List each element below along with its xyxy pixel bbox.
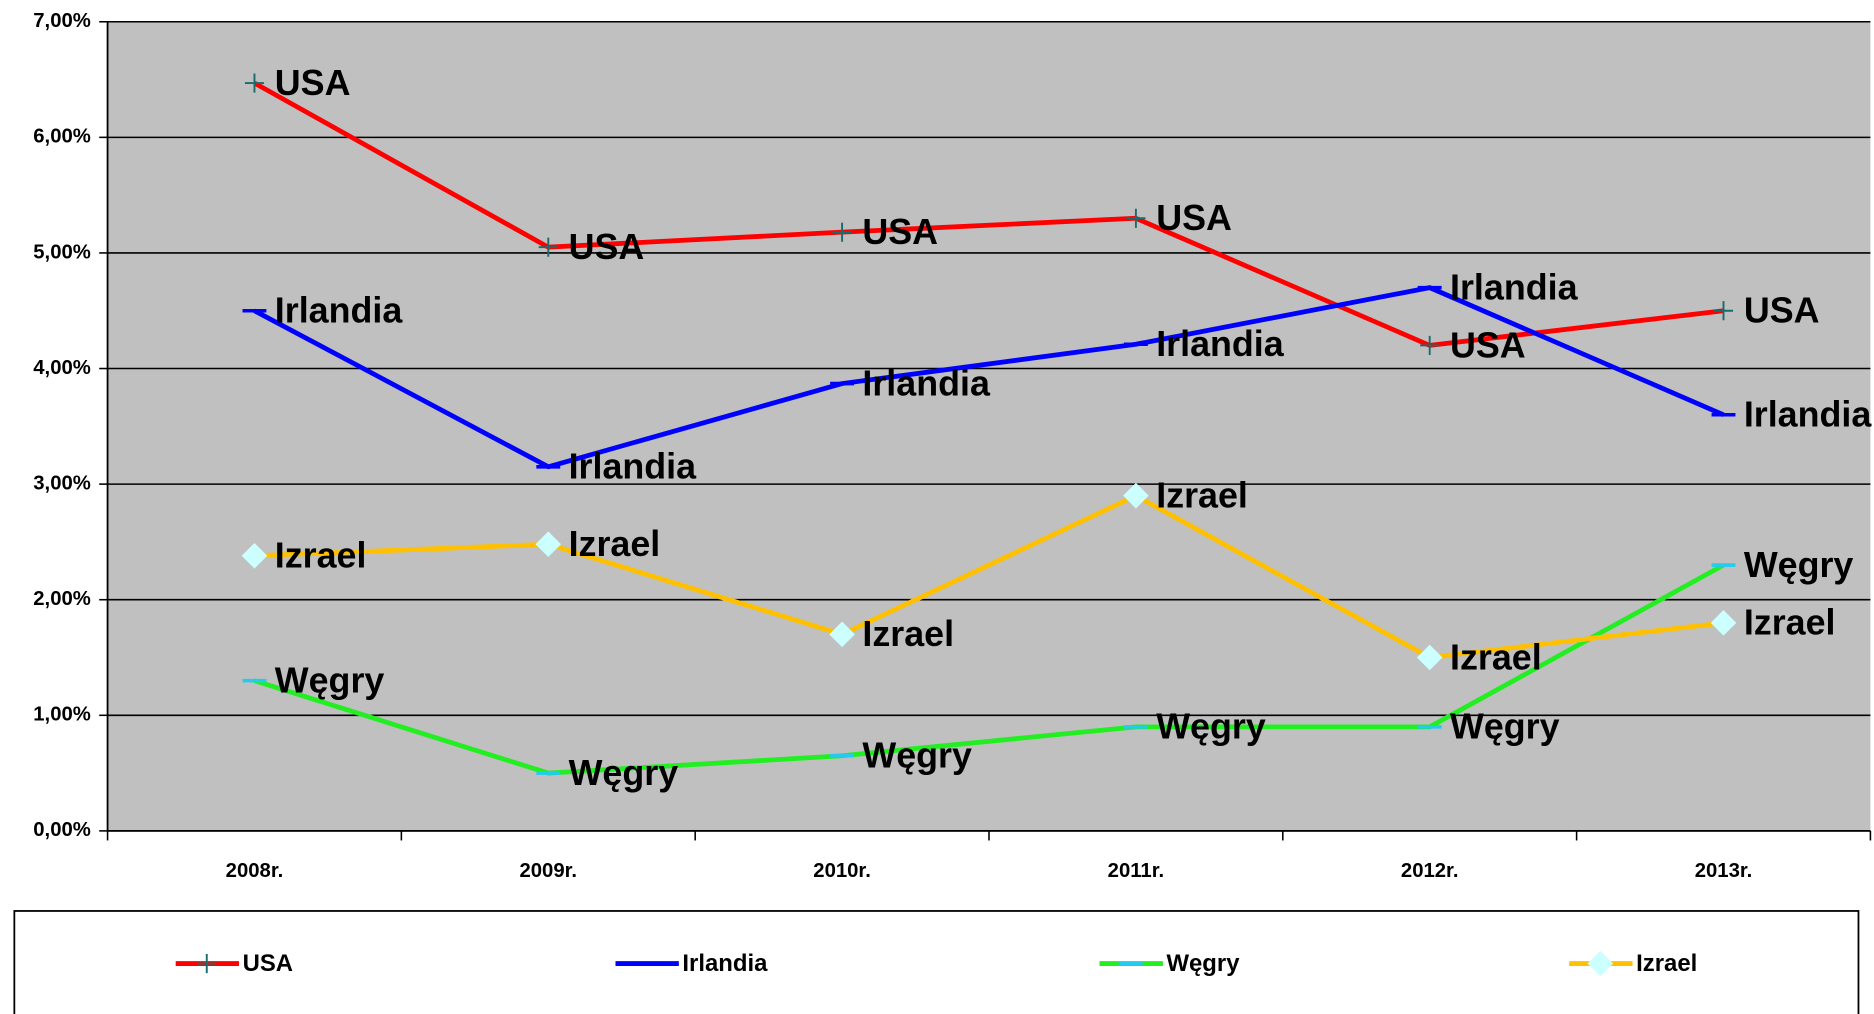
data-label: Izrael	[275, 536, 367, 576]
legend-label: Irlandia	[682, 950, 768, 977]
data-label: Irlandia	[1744, 395, 1873, 435]
y-tick-label: 5,00%	[33, 241, 91, 263]
x-tick-label: 2012r.	[1401, 860, 1459, 882]
series-line	[253, 80, 1724, 348]
legend-label: Izrael	[1636, 950, 1697, 977]
legend-box	[13, 910, 1860, 1014]
data-label: Irlandia	[1156, 324, 1285, 364]
data-label: Izrael	[1744, 603, 1836, 643]
series-line	[253, 285, 1725, 470]
series-line	[253, 562, 1725, 776]
point-marker	[1416, 644, 1443, 671]
point-marker	[1123, 482, 1149, 509]
data-label: Węgry	[569, 753, 679, 793]
point-marker	[1713, 301, 1734, 321]
x-tick-label: 2009r.	[519, 860, 577, 882]
data-label: Irlandia	[862, 363, 991, 403]
legend-marker	[197, 953, 217, 974]
data-label: Izrael	[1450, 637, 1542, 677]
point-marker	[244, 73, 265, 93]
data-label: Izrael	[1156, 476, 1248, 516]
data-label: Irlandia	[569, 447, 698, 487]
point-marker	[1126, 208, 1146, 228]
y-tick-label: 3,00%	[33, 472, 91, 494]
legend-label: Węgry	[1166, 950, 1240, 977]
data-label: Węgry	[1744, 545, 1854, 585]
x-tick-label: 2008r.	[226, 860, 284, 882]
data-label: USA	[569, 227, 645, 267]
data-label: Węgry	[275, 660, 385, 700]
series-line	[254, 493, 1724, 660]
data-label: Izrael	[862, 614, 954, 654]
data-label: Izrael	[569, 524, 661, 564]
data-label: Irlandia	[275, 291, 404, 331]
data-label: Węgry	[1450, 707, 1560, 747]
data-label: USA	[1450, 325, 1526, 365]
data-label: USA	[1156, 198, 1232, 238]
point-marker	[829, 621, 855, 648]
data-label: Irlandia	[1450, 267, 1579, 307]
legend-label: USA	[243, 950, 293, 977]
x-tick-label: 2013r.	[1695, 860, 1753, 882]
y-tick-label: 0,00%	[33, 819, 91, 841]
plot-area	[107, 21, 1871, 831]
point-marker	[535, 531, 562, 558]
data-label: USA	[1744, 291, 1820, 331]
x-tick-label: 2011r.	[1108, 860, 1164, 882]
x-tick-label: 2010r.	[813, 860, 871, 882]
legend-marker	[1587, 950, 1614, 977]
y-tick-label: 1,00%	[33, 704, 91, 726]
y-tick-label: 7,00%	[33, 10, 91, 32]
y-tick-label: 4,00%	[33, 357, 91, 379]
data-label: USA	[862, 212, 938, 252]
point-marker	[241, 542, 268, 569]
point-marker	[1710, 610, 1737, 636]
data-label: Węgry	[1156, 707, 1266, 747]
point-marker	[832, 222, 852, 242]
y-tick-label: 6,00%	[33, 126, 91, 148]
y-tick-label: 2,00%	[33, 588, 91, 610]
data-label: Węgry	[862, 736, 972, 776]
data-label: USA	[275, 63, 351, 103]
point-marker	[1420, 335, 1440, 355]
point-marker	[538, 237, 558, 257]
